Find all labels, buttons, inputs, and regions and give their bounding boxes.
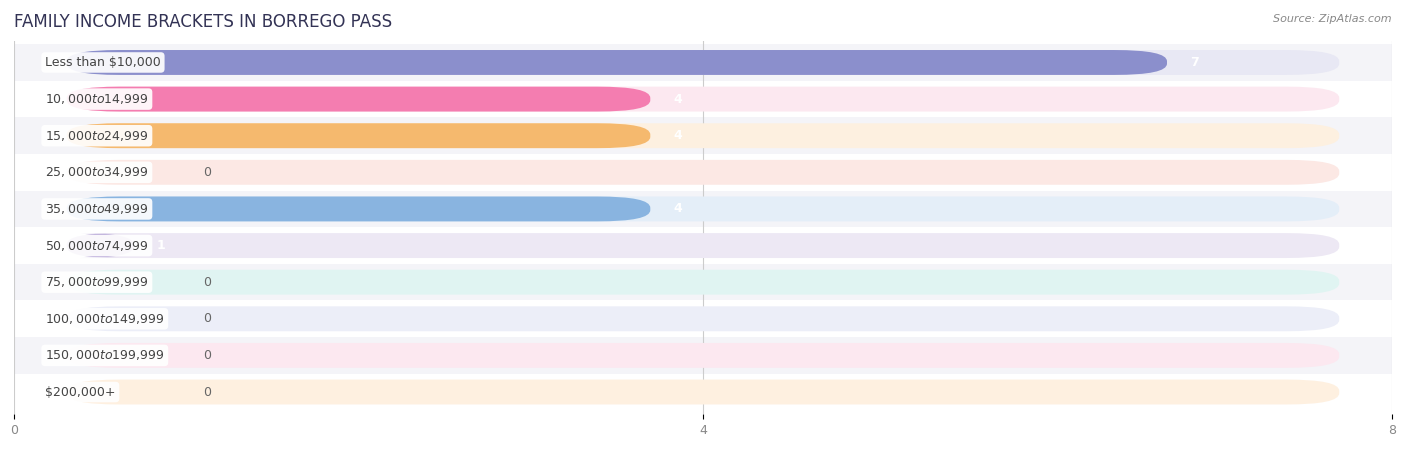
- FancyBboxPatch shape: [66, 50, 1340, 75]
- Bar: [14, 374, 1392, 410]
- Text: $75,000 to $99,999: $75,000 to $99,999: [45, 275, 149, 289]
- FancyBboxPatch shape: [66, 233, 1340, 258]
- FancyBboxPatch shape: [66, 343, 1340, 368]
- FancyBboxPatch shape: [66, 50, 1167, 75]
- FancyBboxPatch shape: [66, 270, 1340, 295]
- Text: 7: 7: [1191, 56, 1199, 69]
- Text: $50,000 to $74,999: $50,000 to $74,999: [45, 238, 149, 252]
- FancyBboxPatch shape: [66, 87, 1340, 112]
- FancyBboxPatch shape: [66, 160, 1340, 185]
- Text: 0: 0: [204, 166, 211, 179]
- Text: 4: 4: [673, 93, 682, 106]
- Text: Source: ZipAtlas.com: Source: ZipAtlas.com: [1274, 14, 1392, 23]
- Text: FAMILY INCOME BRACKETS IN BORREGO PASS: FAMILY INCOME BRACKETS IN BORREGO PASS: [14, 13, 392, 31]
- Text: 1: 1: [157, 239, 166, 252]
- Bar: [14, 154, 1392, 191]
- Text: 4: 4: [673, 129, 682, 142]
- Bar: [14, 301, 1392, 337]
- Text: 0: 0: [204, 349, 211, 362]
- Bar: [14, 227, 1392, 264]
- Bar: [14, 117, 1392, 154]
- Bar: [14, 44, 1392, 81]
- FancyBboxPatch shape: [66, 123, 1340, 148]
- Text: $25,000 to $34,999: $25,000 to $34,999: [45, 165, 149, 179]
- Text: $35,000 to $49,999: $35,000 to $49,999: [45, 202, 149, 216]
- FancyBboxPatch shape: [66, 123, 651, 148]
- Text: $100,000 to $149,999: $100,000 to $149,999: [45, 312, 165, 326]
- Text: 0: 0: [204, 386, 211, 399]
- Text: 0: 0: [204, 312, 211, 325]
- Text: Less than $10,000: Less than $10,000: [45, 56, 160, 69]
- Bar: [14, 337, 1392, 374]
- Bar: [14, 264, 1392, 301]
- Text: $150,000 to $199,999: $150,000 to $199,999: [45, 348, 165, 362]
- Text: 4: 4: [673, 202, 682, 216]
- Text: 0: 0: [204, 276, 211, 289]
- Text: $15,000 to $24,999: $15,000 to $24,999: [45, 129, 149, 143]
- FancyBboxPatch shape: [66, 87, 651, 112]
- Text: $10,000 to $14,999: $10,000 to $14,999: [45, 92, 149, 106]
- Bar: [14, 81, 1392, 117]
- FancyBboxPatch shape: [66, 197, 651, 221]
- FancyBboxPatch shape: [66, 306, 1340, 331]
- Text: $200,000+: $200,000+: [45, 386, 115, 399]
- Bar: [14, 191, 1392, 227]
- FancyBboxPatch shape: [66, 380, 1340, 405]
- FancyBboxPatch shape: [66, 233, 134, 258]
- FancyBboxPatch shape: [66, 197, 1340, 221]
